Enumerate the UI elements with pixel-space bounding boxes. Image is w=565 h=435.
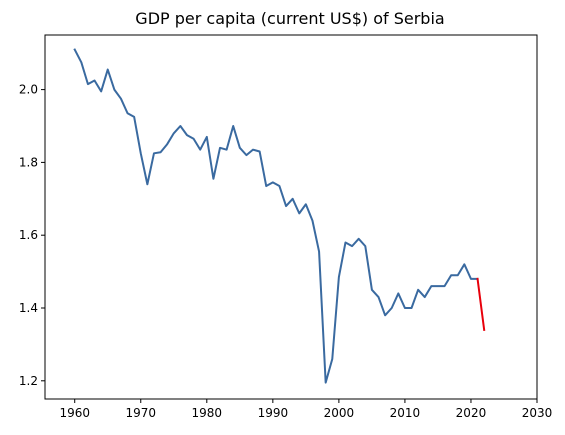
plot-frame [44,34,538,400]
x-tick-label: 1970 [125,406,156,420]
x-tick-label: 2000 [324,406,355,420]
y-tick-label: 2.0 [19,83,38,97]
x-tick-label: 1980 [192,406,223,420]
series-layer [73,48,486,384]
series-line-1 [73,48,479,384]
series-line-2 [476,277,486,331]
x-tick-label: 2020 [456,406,487,420]
x-tick-label: 2010 [390,406,421,420]
x-tick-label: 1990 [258,406,289,420]
axes-layer: 1960 1970 1980 1990 2000 2010 2020 2030 1.2 1.4 1.… [19,34,553,420]
y-tick-label: 1.8 [19,155,38,169]
y-tick-label: 1.4 [19,301,38,315]
x-tick-label: 1960 [59,406,90,420]
y-tick-label: 1.6 [19,228,38,242]
y-tick-label: 1.2 [19,374,38,388]
x-tick-label: 2030 [522,406,553,420]
chart-title: GDP per capita (current US$) of Serbia [135,9,444,28]
